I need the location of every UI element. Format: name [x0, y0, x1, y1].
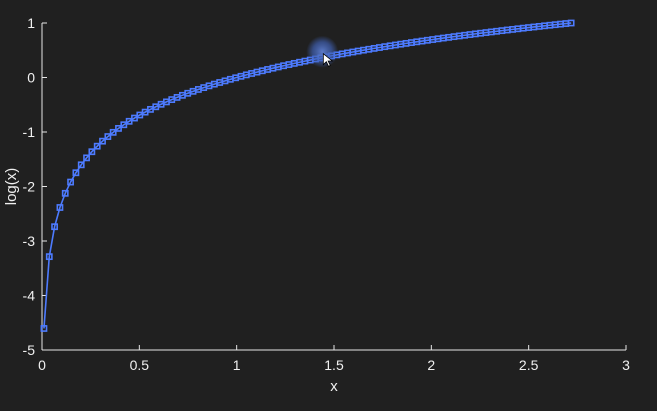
series [40, 19, 575, 332]
data-point [93, 142, 101, 150]
data-point [120, 121, 128, 129]
data-point [77, 161, 85, 169]
data-point [115, 125, 122, 132]
data-point [56, 204, 64, 211]
x-tick-label: 0.5 [130, 357, 150, 373]
x-tick-label: 1.5 [324, 357, 344, 373]
data-point [104, 133, 112, 140]
x-tick-label: 1 [233, 357, 241, 373]
data-point [40, 325, 48, 332]
cursor [306, 35, 339, 68]
x-tick-label: 2.5 [519, 357, 539, 373]
data-point [99, 137, 106, 145]
mouse-pointer-icon [322, 52, 334, 67]
y-tick-label: -3 [23, 233, 36, 249]
data-point [72, 169, 80, 177]
y-tick-label: -4 [23, 288, 36, 304]
x-tick-label: 0 [38, 357, 46, 373]
ticks: 0 0.5 1 1.5 2 2.5 3 -5 -4 -3 -2 -1 0 1 [23, 15, 631, 373]
x-tick-label: 3 [622, 357, 630, 373]
axes [41, 23, 626, 351]
cursor-highlight [306, 35, 339, 68]
x-tick-label: 2 [427, 357, 435, 373]
y-tick-label: 0 [27, 70, 35, 86]
data-point [45, 253, 53, 261]
data-point [83, 154, 90, 162]
y-tick-label: -5 [23, 342, 36, 358]
data-point [67, 178, 74, 186]
data-point [88, 148, 96, 156]
y-tick-label: -1 [23, 124, 36, 140]
y-tick-label: -2 [23, 179, 36, 195]
data-point [567, 19, 575, 27]
y-tick-label: 1 [27, 15, 35, 31]
x-axis-title: x [330, 378, 338, 395]
data-point [51, 223, 58, 231]
y-axis-title: log(x) [3, 168, 20, 206]
series-line [43, 22, 572, 329]
data-point [109, 128, 117, 136]
data-point [61, 189, 69, 197]
